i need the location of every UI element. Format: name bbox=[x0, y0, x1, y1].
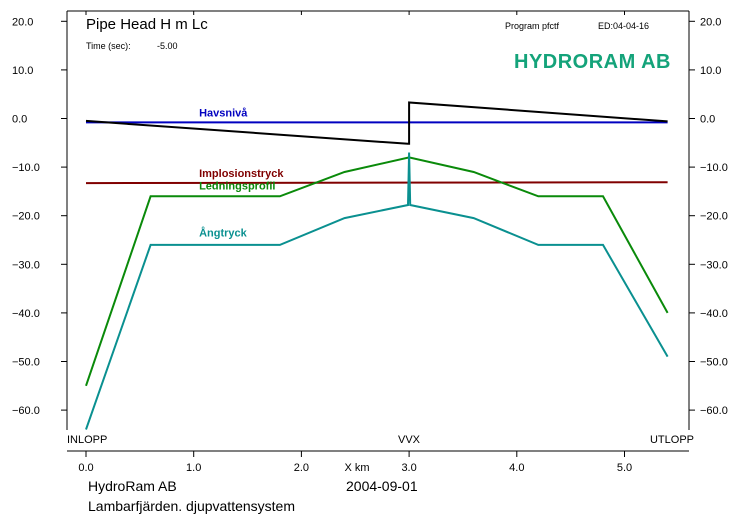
series-angtryck-line bbox=[85, 152, 669, 430]
y-tick-label-left: −30.0 bbox=[12, 259, 40, 271]
series-ledningsprofil-line bbox=[85, 156, 669, 387]
series-label-angtryck: Ångtryck bbox=[199, 227, 248, 240]
x-axis-label: X km bbox=[344, 462, 369, 474]
location-label-vvx: VVX bbox=[398, 434, 421, 446]
y-tick-label-left: −20.0 bbox=[12, 211, 40, 223]
y-tick-label-left: −40.0 bbox=[12, 308, 40, 320]
y-tick-label-left: 20.0 bbox=[12, 16, 33, 28]
y-tick-label-left: −10.0 bbox=[12, 162, 40, 174]
y-tick-label-right: −30.0 bbox=[700, 259, 728, 271]
x-tick-label: 4.0 bbox=[509, 462, 524, 474]
series-implosionstryck-line bbox=[85, 181, 668, 185]
y-tick-label-right: −50.0 bbox=[700, 357, 728, 369]
x-ticks: 0.0 1.0 2.0 3.0 4.0 5.0 bbox=[78, 11, 632, 474]
location-label-inlopp: INLOPP bbox=[67, 434, 107, 446]
y-tick-label-left: 0.0 bbox=[12, 114, 27, 126]
x-tick-label: 1.0 bbox=[186, 462, 201, 474]
series-head-line bbox=[85, 101, 668, 145]
series-label-ledningsprofil: Ledningsprofil bbox=[199, 180, 275, 192]
x-tick-label: 0.0 bbox=[78, 462, 93, 474]
footer-company: HydroRam AB bbox=[88, 478, 177, 494]
time-label: Time (sec): bbox=[86, 41, 131, 51]
program-label: Program pfctf bbox=[505, 21, 560, 31]
x-tick-label: 3.0 bbox=[401, 462, 416, 474]
x-tick-label: 2.0 bbox=[294, 462, 309, 474]
series-label-havsniva: Havsnivå bbox=[199, 108, 248, 120]
footer-date: 2004-09-01 bbox=[346, 478, 418, 494]
y-tick-label-right: 0.0 bbox=[700, 114, 715, 126]
edition-label: ED:04-04-16 bbox=[598, 21, 649, 31]
x-tick-label: 5.0 bbox=[617, 462, 632, 474]
page-title: Pipe Head H m Lc bbox=[86, 16, 208, 33]
location-label-utlopp: UTLOPP bbox=[650, 434, 694, 446]
y-tick-label-left: −60.0 bbox=[12, 405, 40, 417]
logo-text: HYDRORAM AB bbox=[514, 51, 671, 73]
y-tick-label-right: −20.0 bbox=[700, 211, 728, 223]
y-tick-label-right: −40.0 bbox=[700, 308, 728, 320]
series-label-implosionstryck: Implosionstryck bbox=[199, 168, 284, 180]
y-tick-label-left: 10.0 bbox=[12, 65, 33, 77]
y-tick-label-right: 20.0 bbox=[700, 16, 721, 28]
y-tick-label-right: −60.0 bbox=[700, 405, 728, 417]
y-tick-label-right: −10.0 bbox=[700, 162, 728, 174]
time-value: -5.00 bbox=[157, 41, 178, 51]
footer-project: Lambarfjärden. djupvattensystem bbox=[88, 498, 295, 514]
y-tick-label-right: 10.0 bbox=[700, 65, 721, 77]
y-tick-label-left: −50.0 bbox=[12, 357, 40, 369]
y-ticks: 20.0 20.0 10.0 10.0 0.0 0.0 −10.0 −10.0 −20.0 −20… bbox=[12, 16, 728, 417]
